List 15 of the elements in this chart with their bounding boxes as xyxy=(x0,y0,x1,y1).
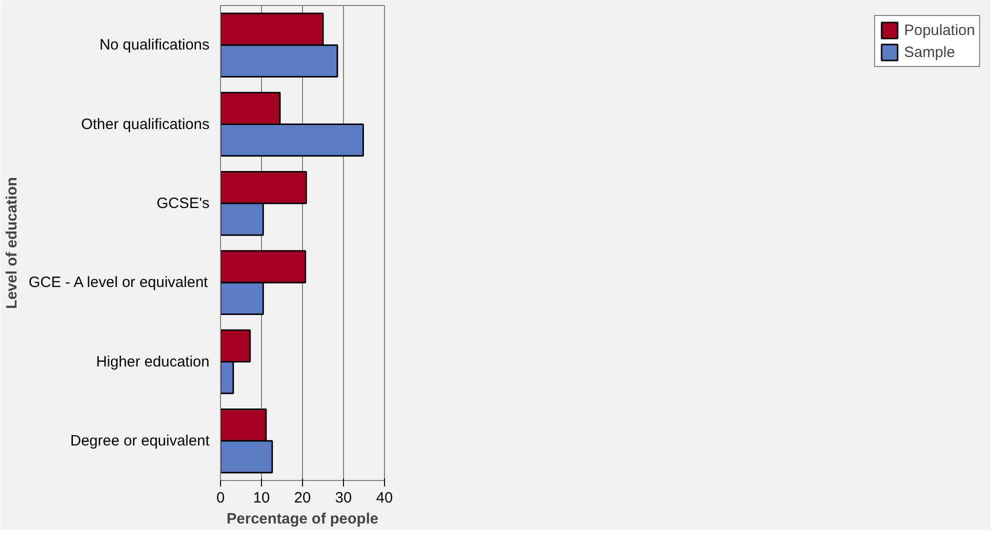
x-axis-title: Percentage of people xyxy=(226,510,378,528)
x-tick-label: 0 xyxy=(216,490,225,506)
y-tick-label: Degree or equivalent xyxy=(70,432,210,450)
x-tick-label: 40 xyxy=(376,490,393,506)
y-axis-title: Level of education xyxy=(4,177,21,309)
y-tick-label: GCSE's xyxy=(156,194,210,212)
y-tick-label: No qualifications xyxy=(99,36,210,54)
legend-label: Population xyxy=(904,22,975,38)
x-tick-label: 20 xyxy=(294,490,311,506)
y-tick-label: Higher education xyxy=(96,353,210,370)
x-tick-label: 10 xyxy=(253,490,270,506)
x-tick-label: 30 xyxy=(335,490,352,506)
y-tick-label: Other qualifications xyxy=(81,116,210,133)
legend-label: Sample xyxy=(904,44,955,60)
y-tick-label: GCE - A level or equivalent xyxy=(28,274,209,292)
